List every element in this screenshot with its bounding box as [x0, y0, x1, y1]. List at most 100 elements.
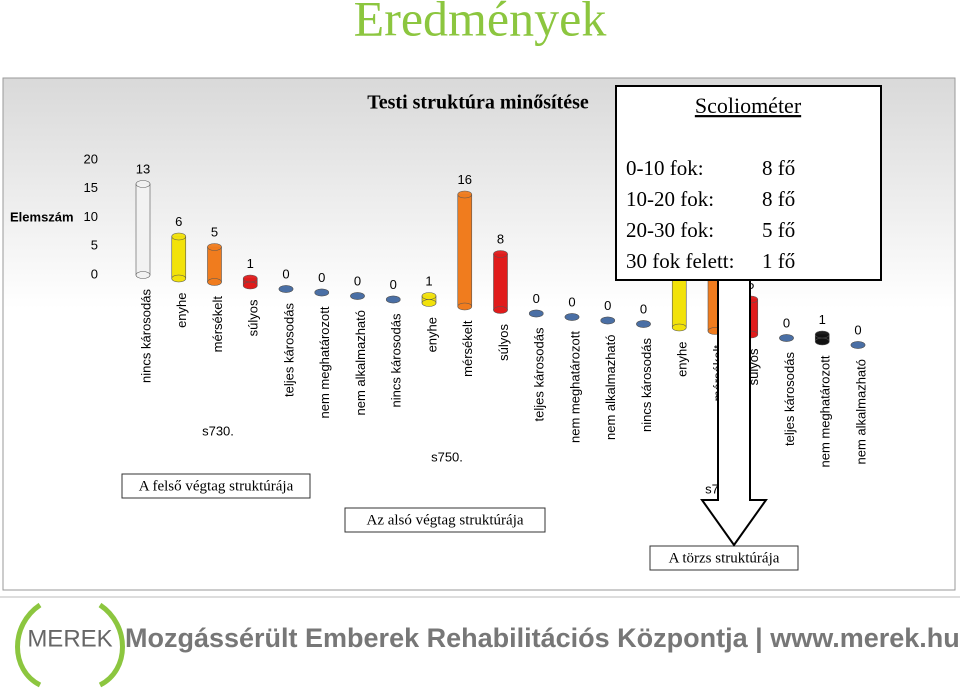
data-label: 0: [568, 294, 575, 309]
popup-label: 0-10 fok:: [626, 156, 704, 180]
popup-title: Scoliométer: [695, 93, 802, 118]
data-label: 0: [318, 270, 325, 285]
data-label: 0: [533, 291, 540, 306]
data-label: 8: [497, 231, 504, 246]
popup-value: 5 fő: [762, 218, 795, 242]
popup-label: 30 fok felett:: [626, 249, 734, 273]
y-tick-label: 5: [91, 238, 98, 253]
data-label: 0: [783, 315, 790, 330]
cylinder: [493, 250, 508, 314]
arrow: [700, 279, 768, 547]
bar: [457, 194, 473, 307]
group-header: Az alsó végtag struktúrája: [366, 512, 523, 528]
data-label: 1: [247, 256, 254, 271]
popup-value: 8 fő: [762, 187, 795, 211]
bar-base: [814, 337, 830, 346]
data-label: 6: [175, 214, 182, 229]
x-tick-label: nem alkalmazható: [603, 335, 618, 441]
group-header-box: [121, 473, 311, 499]
bar-top: [814, 330, 830, 339]
bar-top: [528, 309, 544, 318]
data-label: 1: [425, 273, 432, 288]
group-name: s750.: [431, 449, 463, 464]
bar-top: [457, 190, 473, 199]
data-label: 5: [211, 224, 218, 239]
logo-arc: [15, 602, 42, 688]
bar-base: [457, 302, 473, 311]
bar-base: [242, 281, 258, 290]
cylinder: [850, 341, 866, 349]
x-tick-label: teljes károsodás: [782, 352, 797, 446]
x-tick-label: nincs károsodás: [389, 313, 404, 407]
popup-value: 1 fő: [762, 249, 795, 273]
x-tick-label: súlyos: [496, 324, 511, 361]
bar-base: [671, 323, 687, 332]
y-axis-label: Elemszám: [10, 209, 74, 224]
data-label: 0: [354, 273, 361, 288]
group-name: s7: [705, 481, 719, 496]
bar-top: [779, 334, 794, 342]
bar-top: [350, 292, 365, 300]
cylinder: [814, 330, 830, 346]
cylinder: [350, 292, 365, 300]
x-tick-label: enyhe: [174, 293, 189, 328]
bar-top: [242, 274, 258, 283]
bar-top: [564, 313, 580, 321]
x-tick-label: enyhe: [424, 317, 439, 352]
x-tick-label: nincs károsodás: [639, 338, 654, 432]
bar-base: [421, 299, 437, 307]
bar: [493, 253, 508, 311]
bar-base: [493, 306, 508, 314]
data-label: 0: [604, 298, 611, 313]
cylinder: [779, 334, 794, 342]
cylinder: [528, 309, 544, 318]
overlay: Scoliométer 0-10 fok: 8 fő 10-20 fok: 8 fő 2…: [615, 85, 882, 547]
cylinder: [600, 316, 616, 325]
x-tick-label: nem meghatározott: [818, 355, 833, 467]
cylinder: [171, 232, 187, 283]
bar-top: [600, 316, 616, 325]
x-tick-label: nincs károsodás: [138, 289, 153, 383]
x-tick-label: nem meghatározott: [317, 306, 332, 418]
cylinder: [278, 285, 294, 293]
bar-top: [636, 320, 651, 328]
bar-top: [314, 288, 330, 297]
y-tick-label: 0: [91, 266, 98, 281]
cylinder: [457, 190, 473, 311]
x-tick-label: teljes károsodás: [281, 303, 296, 397]
footer-text: Mozgássérült Emberek Rehabilitációs Közp…: [125, 623, 960, 653]
x-tick-label: súlyos: [246, 299, 261, 336]
cylinder: [636, 320, 651, 328]
popup-label: 10-20 fok:: [626, 187, 714, 211]
bar-top: [135, 180, 151, 188]
data-label: 16: [458, 172, 472, 187]
data-label: 0: [282, 266, 289, 281]
group-header: A törzs struktúrája: [669, 550, 780, 566]
cylinder: [207, 243, 222, 286]
cylinder: [135, 180, 151, 279]
chart-title: Testi struktúra minősítése: [367, 92, 589, 114]
x-tick-label: teljes károsodás: [532, 327, 547, 421]
x-tick-label: nem alkalmazható: [353, 310, 368, 416]
x-tick-label: mérsékelt: [210, 296, 225, 353]
popup-label: 20-30 fok:: [626, 218, 714, 242]
y-tick-label: 20: [84, 151, 98, 166]
bar-top: [385, 295, 401, 304]
group-header-box: [649, 545, 799, 571]
data-label: 0: [640, 301, 647, 316]
data-label: 0: [390, 277, 397, 292]
bar-base: [135, 271, 151, 279]
cylinder: [242, 274, 258, 290]
logo-arc: [98, 602, 125, 688]
bar-base: [171, 274, 187, 283]
bar-top: [171, 232, 187, 241]
data-label: 1: [819, 312, 826, 327]
bar: [207, 246, 222, 283]
popup: [615, 85, 882, 281]
bar-top: [278, 285, 294, 293]
cylinder: [421, 292, 437, 307]
cylinder: [385, 295, 401, 304]
